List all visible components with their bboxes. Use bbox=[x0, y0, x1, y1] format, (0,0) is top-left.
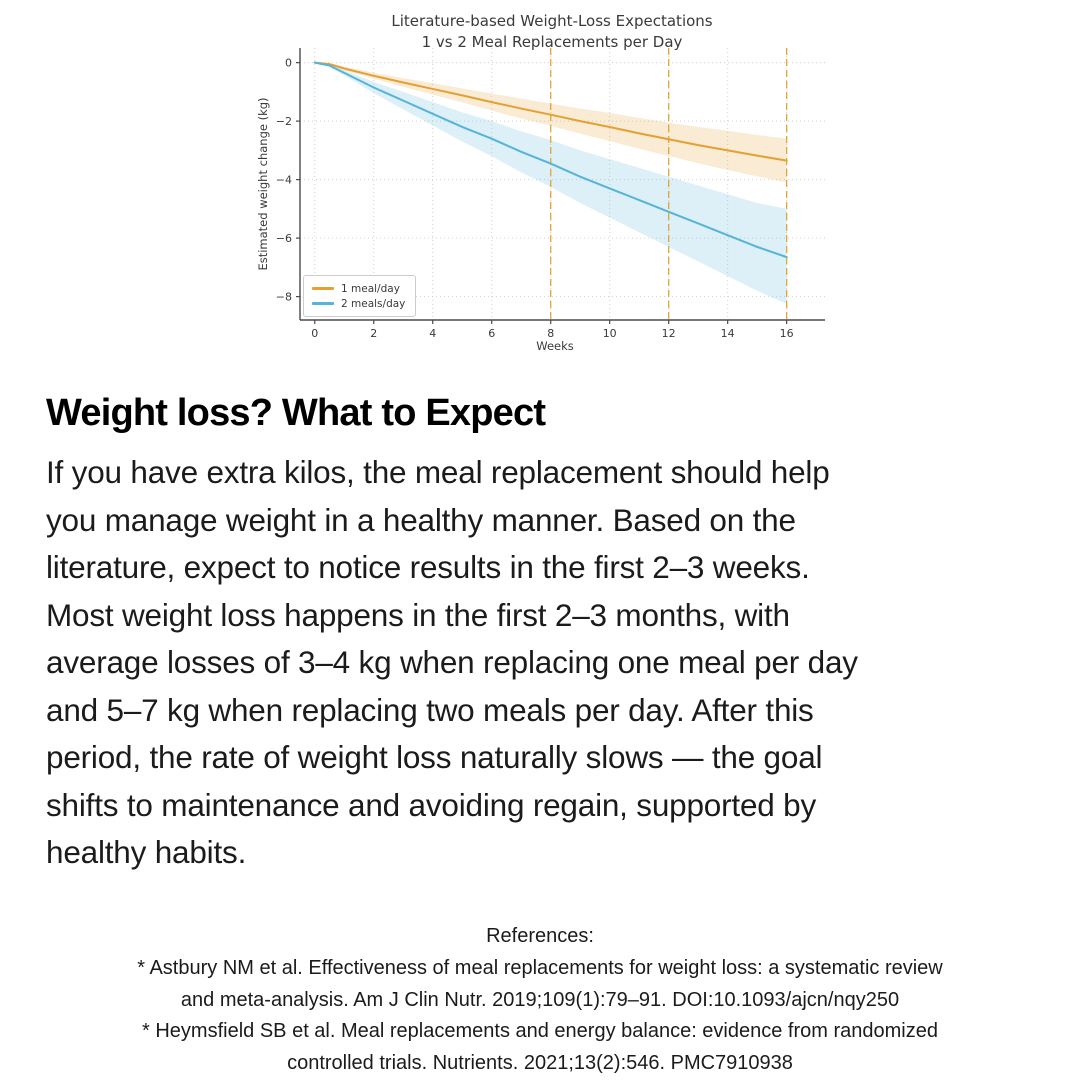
article-body-line: average losses of 3–4 kg when replacing … bbox=[46, 644, 858, 680]
article-body-line: literature, expect to notice results in … bbox=[46, 549, 810, 585]
svg-text:4: 4 bbox=[429, 327, 436, 340]
references-list: * Astbury NM et al. Effectiveness of mea… bbox=[0, 953, 1080, 1080]
svg-text:14: 14 bbox=[721, 327, 735, 340]
svg-text:−8: −8 bbox=[276, 291, 292, 304]
article-heading: Weight loss? What to Expect bbox=[46, 392, 546, 434]
article-body-line: period, the rate of weight loss naturall… bbox=[46, 739, 823, 775]
svg-text:16: 16 bbox=[780, 327, 794, 340]
svg-text:8: 8 bbox=[547, 327, 554, 340]
article-body-line: you manage weight in a healthy manner. B… bbox=[46, 501, 796, 538]
milestone-vlines bbox=[550, 48, 788, 320]
article-body-line: If you have extra kilos, the meal replac… bbox=[46, 454, 830, 490]
svg-text:12: 12 bbox=[662, 327, 676, 340]
svg-text:6: 6 bbox=[488, 327, 495, 340]
legend-label: 1 meal/day bbox=[341, 282, 400, 295]
svg-text:−6: −6 bbox=[276, 232, 292, 245]
svg-text:0: 0 bbox=[285, 57, 292, 70]
chart-subtitle: 1 vs 2 Meal Replacements per Day bbox=[421, 33, 683, 51]
svg-text:10: 10 bbox=[603, 327, 617, 340]
weight-loss-chart: Literature-based Weight-Loss Expectation… bbox=[250, 8, 830, 360]
chart-legend: 1 meal/day 2 meals/day bbox=[303, 275, 417, 317]
axes: 0 2 4 6 8 10 12 14 16 0 −2 −4 −6 −8 bbox=[276, 48, 825, 340]
series-lines bbox=[313, 61, 788, 259]
article-body-line: and 5–7 kg when replacing two meals per … bbox=[46, 691, 814, 728]
article-body-line: shifts to maintenance and avoiding regai… bbox=[46, 786, 817, 823]
chart-title: Literature-based Weight-Loss Expectation… bbox=[391, 12, 713, 30]
article-body-line: Most weight loss happens in the first 2–… bbox=[46, 596, 790, 633]
reference-line: * Heymsfield SB et al. Meal replacements… bbox=[142, 1020, 938, 1043]
svg-text:−2: −2 bbox=[276, 115, 292, 128]
article-body-line: healthy habits. bbox=[46, 834, 247, 870]
reference-line: * Astbury NM et al. Effectiveness of mea… bbox=[137, 956, 943, 979]
svg-text:0: 0 bbox=[311, 327, 318, 340]
reference-line: and meta-analysis. Am J Clin Nutr. 2019;… bbox=[180, 988, 900, 1011]
chart-canvas: 0 2 4 6 8 10 12 14 16 0 −2 −4 −6 −8 bbox=[276, 48, 825, 340]
legend-swatch bbox=[312, 287, 334, 290]
reference-line: controlled trials. Nutrients. 2021;13(2)… bbox=[287, 1052, 793, 1075]
legend-item: 1 meal/day bbox=[312, 281, 405, 296]
article-body: If you have extra kilos, the meal replac… bbox=[46, 449, 1056, 877]
references: References: * Astbury NM et al. Effectiv… bbox=[0, 921, 1080, 1080]
legend-label: 2 meals/day bbox=[341, 297, 406, 310]
svg-text:2: 2 bbox=[370, 327, 377, 340]
svg-text:−4: −4 bbox=[276, 174, 292, 187]
legend-swatch bbox=[312, 302, 334, 305]
legend-item: 2 meals/day bbox=[312, 296, 405, 311]
chart-x-axis-label: Weeks bbox=[536, 339, 574, 353]
references-label: References: bbox=[486, 925, 594, 947]
